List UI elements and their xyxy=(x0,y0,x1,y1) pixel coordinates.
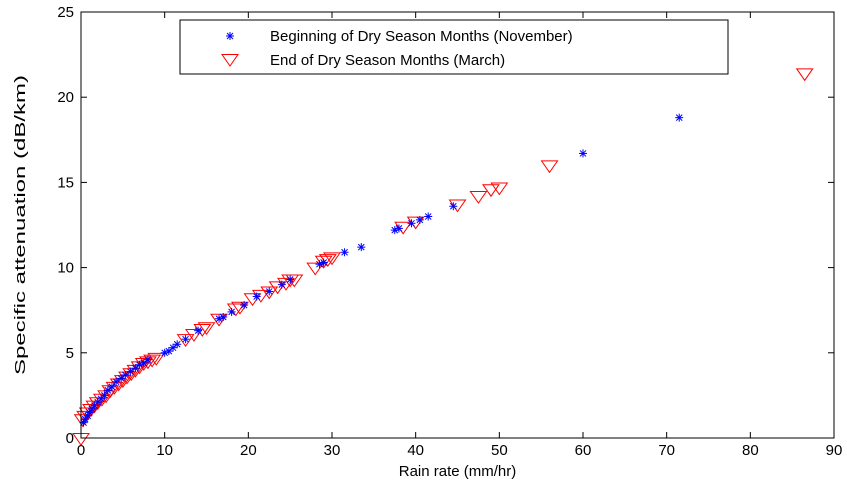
data-point-november xyxy=(143,355,152,364)
data-point-november xyxy=(407,219,416,228)
data-point-november xyxy=(97,394,106,403)
data-point-march xyxy=(78,407,97,421)
data-point-november xyxy=(675,113,684,122)
data-point-november xyxy=(252,292,261,301)
x-tick-label: 60 xyxy=(575,442,592,459)
data-point-november xyxy=(394,224,403,233)
data-point-november xyxy=(139,359,148,368)
x-tick-label: 20 xyxy=(240,442,257,459)
axes: 0 10 20 30 40 50 60 70 80 90 0 5 10 15 20 25 Rain rate (… xyxy=(12,4,842,480)
data-point-november xyxy=(286,275,295,284)
series-march xyxy=(72,68,814,446)
data-point-november xyxy=(121,370,130,379)
data-point-november xyxy=(100,391,109,400)
data-point-november xyxy=(424,212,433,221)
data-point-march xyxy=(197,322,216,336)
y-tick-label: 25 xyxy=(57,4,74,21)
x-tick-label: 50 xyxy=(491,442,508,459)
y-tick-label: 15 xyxy=(57,174,74,191)
data-point-march xyxy=(306,262,325,276)
data-point-november xyxy=(219,313,228,322)
data-point-november xyxy=(169,343,178,352)
data-point-november xyxy=(131,364,140,373)
data-point-march xyxy=(490,182,509,196)
legend-marker-november xyxy=(226,32,234,40)
data-point-march xyxy=(482,184,500,198)
legend-label: End of Dry Season Months (March) xyxy=(270,52,505,69)
data-point-march xyxy=(147,352,166,366)
y-tick-label: 20 xyxy=(57,89,74,106)
legend-box xyxy=(179,19,729,75)
data-point-november xyxy=(449,202,458,211)
series-november xyxy=(79,113,684,427)
data-point-november xyxy=(107,382,116,391)
legend-marker-march xyxy=(221,54,239,67)
data-point-november xyxy=(83,411,92,420)
y-tick-label: 10 xyxy=(57,260,74,277)
data-point-november xyxy=(319,258,328,267)
data-point-march xyxy=(260,286,279,300)
x-tick-label: 40 xyxy=(407,442,424,459)
data-point-november xyxy=(227,307,236,316)
data-point-november xyxy=(112,377,121,386)
plot-area xyxy=(72,68,814,446)
data-point-november xyxy=(90,401,99,410)
legend-label: Beginning of Dry Season Months (November… xyxy=(270,28,573,45)
data-point-november xyxy=(277,280,286,289)
data-point-march xyxy=(176,334,195,348)
y-tick-label: 5 xyxy=(66,345,74,362)
data-point-november xyxy=(103,386,112,395)
data-point-november xyxy=(181,335,190,344)
data-point-march xyxy=(184,329,203,342)
x-tick-label: 0 xyxy=(77,442,85,459)
x-axis-label: Rain rate (mm/hr) xyxy=(399,463,517,480)
data-point-november xyxy=(81,415,90,424)
legend: Beginning of Dry Season Months (November… xyxy=(179,19,729,75)
x-tick-label: 30 xyxy=(324,442,341,459)
x-tick-label: 80 xyxy=(742,442,759,459)
y-axis-label: Specific attenuation (dB/km) xyxy=(12,75,29,375)
plot-frame xyxy=(80,11,835,439)
data-point-november xyxy=(415,215,424,224)
x-tick-label: 10 xyxy=(156,442,173,459)
data-point-november xyxy=(357,243,366,252)
x-tick-label: 90 xyxy=(826,442,843,459)
data-point-november xyxy=(117,374,126,383)
data-point-march xyxy=(795,68,814,82)
data-point-march xyxy=(469,191,488,204)
data-point-november xyxy=(579,149,587,158)
data-point-november xyxy=(340,248,349,257)
x-tick-label: 70 xyxy=(658,442,675,459)
data-point-november xyxy=(265,287,274,296)
data-point-november xyxy=(240,301,249,310)
data-point-november xyxy=(126,367,135,376)
data-point-november xyxy=(194,326,203,335)
data-point-november xyxy=(173,340,182,349)
data-point-march xyxy=(323,252,341,266)
data-point-march xyxy=(88,397,107,411)
data-point-november xyxy=(164,347,173,356)
y-tick-label: 0 xyxy=(66,430,74,447)
data-point-march xyxy=(540,160,559,174)
